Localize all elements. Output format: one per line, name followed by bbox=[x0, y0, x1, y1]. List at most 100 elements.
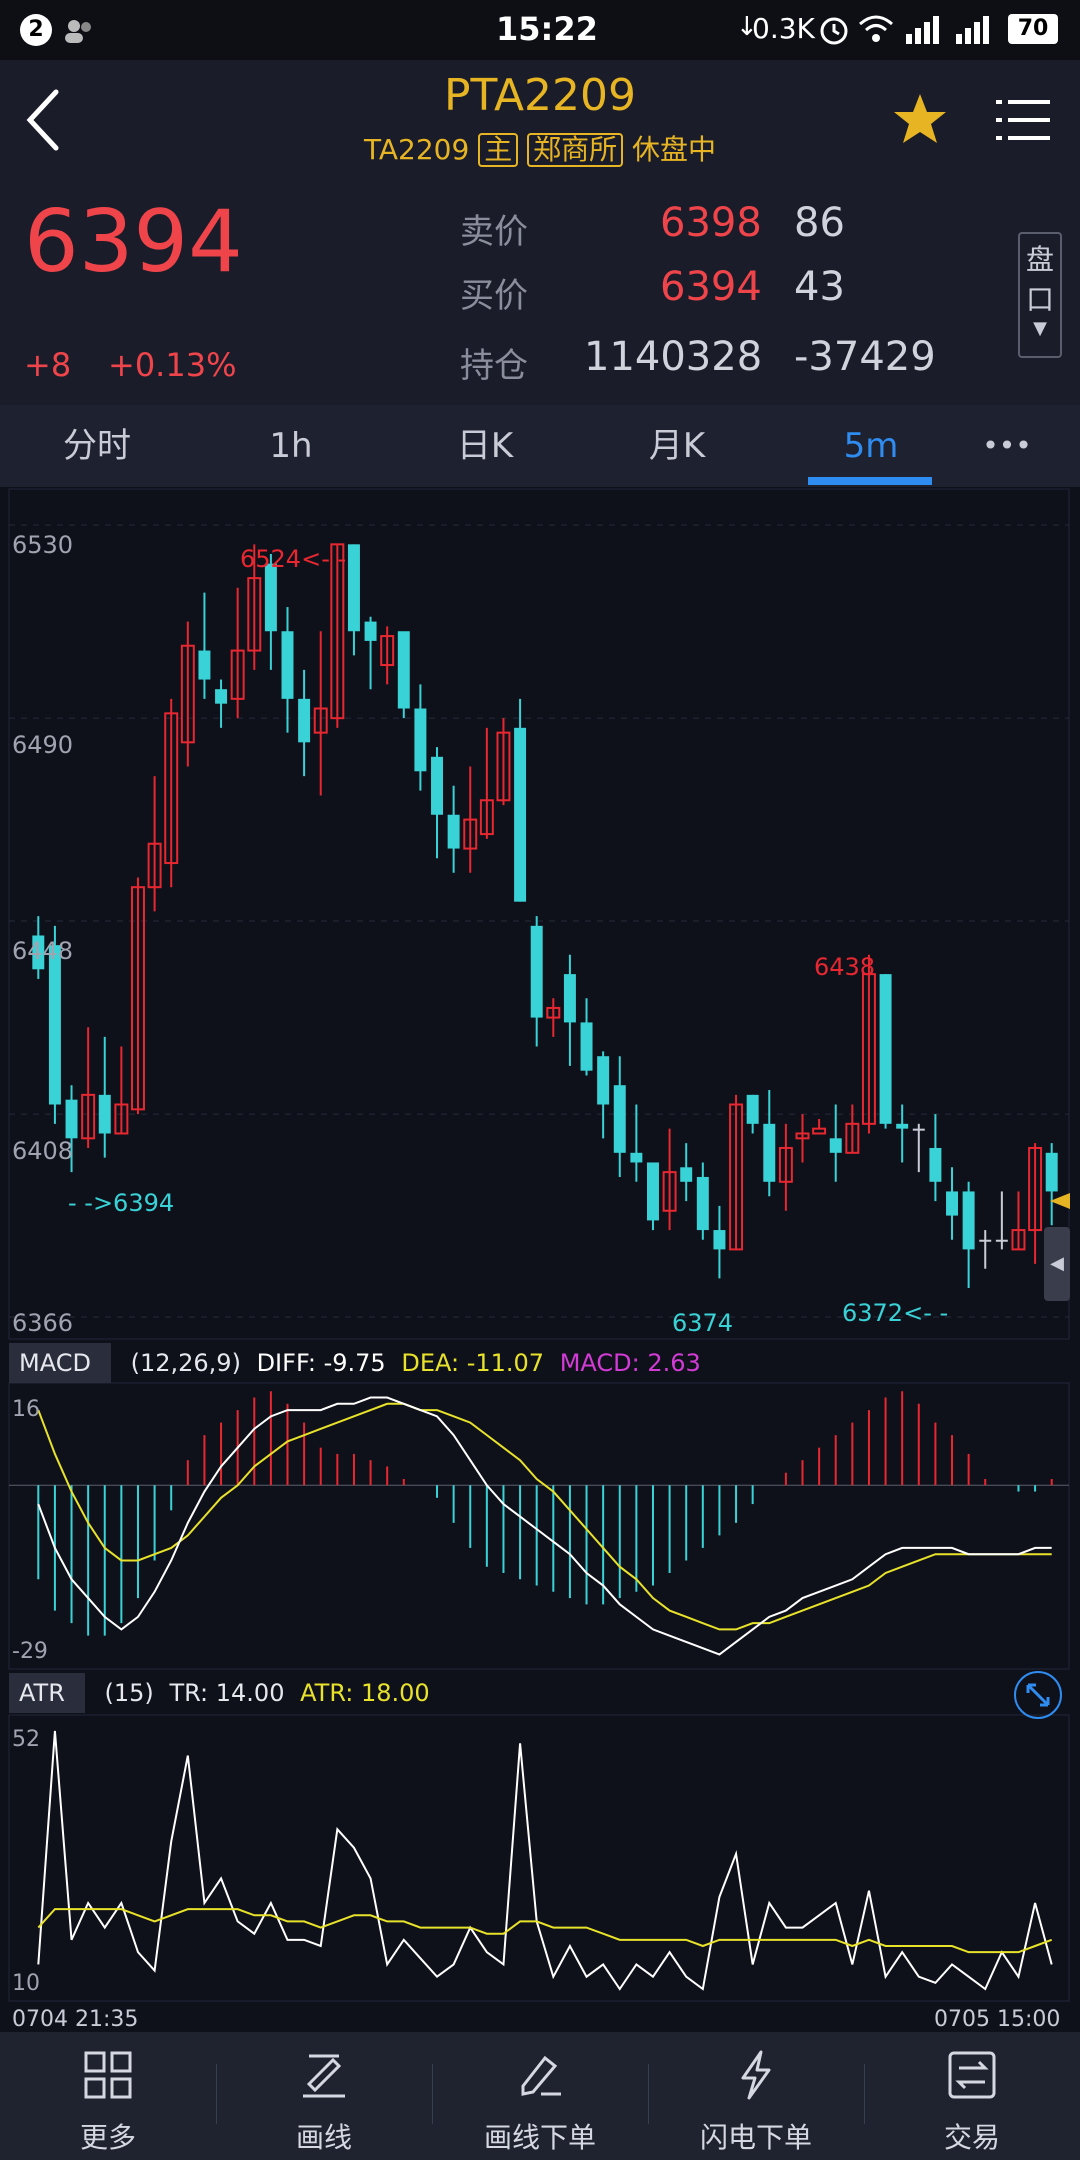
dea-line bbox=[37, 1402, 1052, 1631]
more-button[interactable]: 更多 bbox=[0, 2032, 216, 2160]
candle-body bbox=[447, 814, 460, 849]
candle-body bbox=[131, 886, 145, 1111]
candle bbox=[514, 698, 527, 902]
atr-frame bbox=[8, 1714, 1070, 2002]
candle-body bbox=[713, 1230, 726, 1250]
candle bbox=[845, 1104, 860, 1154]
order-book-toggle[interactable]: 盘 口 ▼ bbox=[1018, 232, 1062, 358]
candle-body bbox=[81, 1093, 96, 1140]
candle bbox=[496, 718, 511, 806]
draw-line-button[interactable]: 画线 bbox=[216, 2032, 432, 2160]
subtitle-row: TA2209 主 郑商所 休盘中 bbox=[0, 128, 1080, 168]
candle bbox=[1045, 1143, 1058, 1226]
star-icon bbox=[894, 94, 946, 143]
candle bbox=[48, 925, 61, 1124]
price-change: +8 bbox=[24, 346, 72, 384]
tab-daily[interactable]: 日K bbox=[456, 426, 514, 466]
candle-body bbox=[597, 1056, 610, 1105]
expand-icon bbox=[1026, 1683, 1050, 1707]
tab-more[interactable]: ••• bbox=[982, 429, 1032, 462]
fullscreen-button[interactable] bbox=[1014, 1671, 1062, 1719]
atr-params: (15) bbox=[104, 1679, 154, 1707]
status-time: 15:22 bbox=[496, 10, 598, 48]
atr-panel bbox=[8, 1714, 1070, 2002]
atr-tr-value: TR: 14.00 bbox=[169, 1679, 285, 1707]
candle-body bbox=[546, 1006, 561, 1019]
price-change-pct: +0.13% bbox=[108, 346, 237, 384]
candle bbox=[630, 1104, 643, 1182]
candle-body bbox=[647, 1162, 659, 1221]
last-price: 6394 bbox=[24, 192, 243, 292]
open-interest-label: 持仓 bbox=[460, 346, 528, 386]
candle-body bbox=[946, 1191, 958, 1216]
header: PTA2209 TA2209 主 郑商所 休盘中 bbox=[0, 60, 1080, 180]
candle bbox=[164, 698, 179, 888]
macd-frame bbox=[8, 1382, 1070, 1670]
atr-header: ATR (15) TR: 14.00 ATR: 18.00 bbox=[9, 1673, 1069, 1713]
candle bbox=[879, 974, 892, 1129]
candle-body bbox=[281, 631, 294, 699]
candle bbox=[230, 587, 245, 719]
buy-label: 买价 bbox=[460, 276, 528, 316]
candle-body bbox=[496, 731, 511, 802]
candle bbox=[414, 684, 427, 791]
chart-area[interactable]: 6530 6490 6448 6408 6366 6524<- - - ->63… bbox=[0, 487, 1080, 2032]
back-arrow-icon bbox=[26, 89, 59, 151]
candle bbox=[65, 1085, 78, 1173]
signal-icon-2 bbox=[954, 14, 994, 48]
candle bbox=[32, 916, 45, 979]
candle bbox=[180, 621, 195, 767]
candle-body bbox=[65, 1099, 78, 1139]
candle bbox=[597, 1051, 610, 1139]
trade-button[interactable]: 交易 bbox=[864, 2032, 1080, 2160]
dropdown-triangle-icon: ▼ bbox=[1033, 318, 1047, 339]
candle-body bbox=[746, 1094, 759, 1124]
candle bbox=[298, 669, 311, 777]
scroll-left-handle[interactable]: ◀ bbox=[1044, 1227, 1070, 1301]
kline-chart[interactable] bbox=[0, 487, 1080, 2032]
sell-price: 6398 bbox=[660, 200, 762, 246]
favorite-button[interactable] bbox=[890, 90, 950, 150]
candle-body bbox=[845, 1122, 860, 1154]
candle bbox=[713, 1205, 726, 1279]
candle-body bbox=[264, 563, 277, 632]
tab-intraday[interactable]: 分时 bbox=[63, 426, 131, 466]
candle-body bbox=[729, 1103, 744, 1251]
candle bbox=[313, 631, 328, 796]
trade-label: 交易 bbox=[943, 2121, 1000, 2154]
menu-button[interactable] bbox=[994, 90, 1054, 150]
menu-icon bbox=[996, 100, 1050, 140]
macd-hist-value: MACD: 2.63 bbox=[559, 1349, 701, 1377]
candle-body bbox=[995, 1239, 1008, 1242]
candle-body bbox=[380, 635, 395, 667]
candle bbox=[729, 1094, 744, 1251]
page-title: PTA2209 bbox=[443, 70, 637, 121]
contract-code: TA2209 bbox=[363, 133, 470, 166]
candle bbox=[364, 616, 377, 690]
tab-5m[interactable]: 5m bbox=[843, 426, 899, 466]
tab-monthly[interactable]: 月K bbox=[648, 426, 706, 466]
candle-body bbox=[397, 631, 410, 709]
candle bbox=[215, 679, 228, 728]
low-left-annotation: - ->6394 bbox=[68, 1189, 175, 1217]
macd-indicator-selector[interactable]: MACD bbox=[9, 1343, 111, 1383]
candle bbox=[114, 1046, 129, 1135]
high-annotation: 6524<- - bbox=[240, 545, 347, 573]
atr-indicator-selector[interactable]: ATR bbox=[9, 1673, 85, 1713]
candle bbox=[198, 592, 211, 699]
draw-line-order-button[interactable]: 画线下单 bbox=[432, 2032, 648, 2160]
mid-high-annotation: 6438 bbox=[814, 953, 876, 981]
candle-body bbox=[812, 1127, 827, 1135]
candle bbox=[912, 1123, 925, 1173]
macd-header: MACD (12,26,9) DIFF: -9.75 DEA: -11.07 M… bbox=[9, 1343, 1069, 1383]
candle bbox=[613, 1056, 626, 1177]
tab-1h[interactable]: 1h bbox=[269, 426, 313, 466]
candle-body bbox=[696, 1176, 709, 1231]
atr-atr-value: ATR: 18.00 bbox=[300, 1679, 430, 1707]
low-right-annotation: 6372<- - bbox=[842, 1299, 949, 1327]
flash-order-button[interactable]: 闪电下单 bbox=[648, 2032, 864, 2160]
y-tick-6366: 6366 bbox=[12, 1309, 74, 1337]
back-button[interactable] bbox=[14, 80, 74, 160]
macd-y-top: 16 bbox=[12, 1397, 40, 1422]
wifi-icon bbox=[858, 14, 894, 48]
